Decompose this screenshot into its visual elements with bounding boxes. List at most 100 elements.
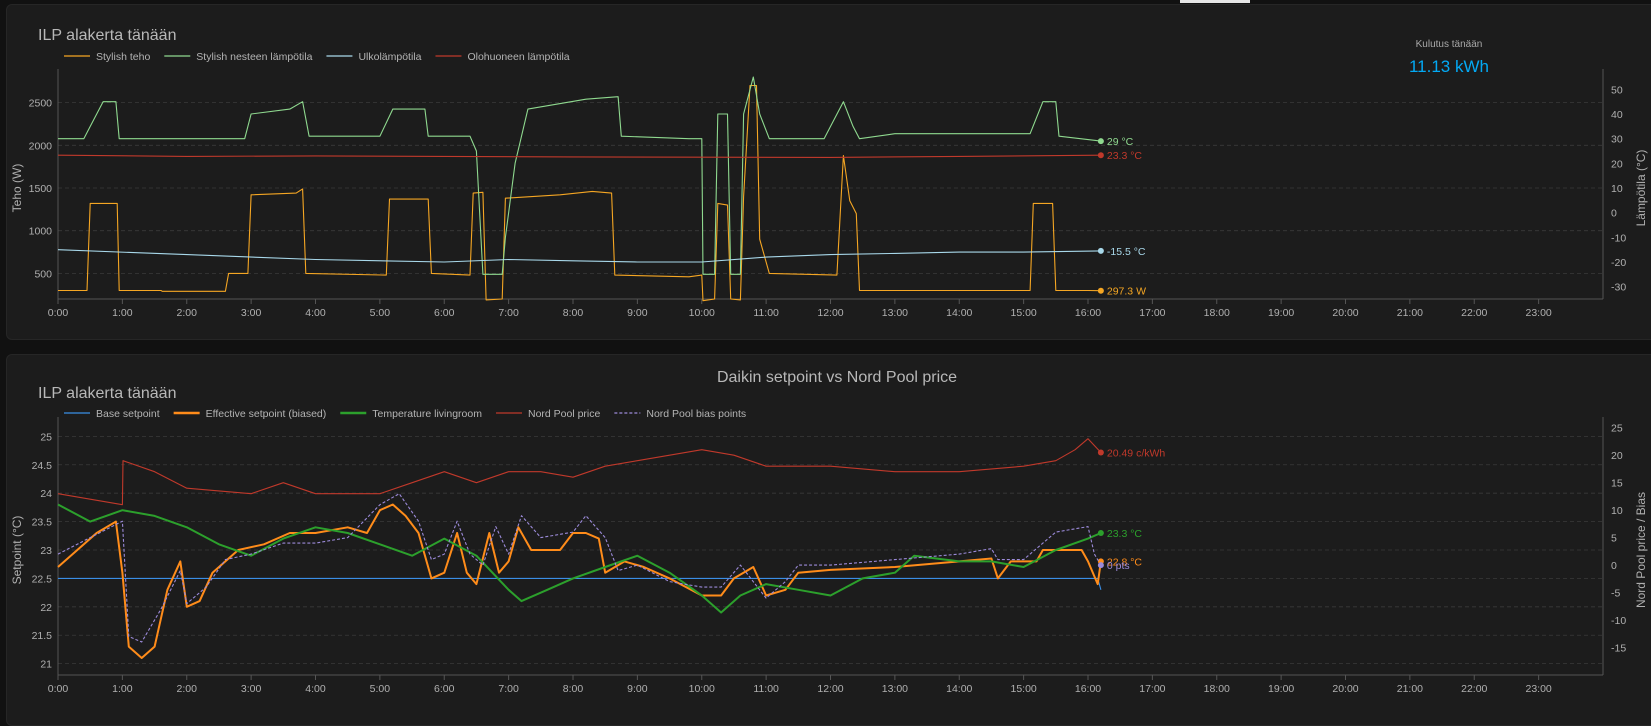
chart-card-power: Kulutus tänään 11.13 kWh ILP alakerta tä… [6, 4, 1651, 340]
x-tick-label: 22:00 [1461, 307, 1487, 319]
y2-axis-title: Nord Pool price / Bias [1634, 492, 1648, 608]
legend-label: Temperature livingroom [372, 408, 482, 420]
y-tick-label: 2000 [29, 140, 53, 152]
x-tick-label: 15:00 [1010, 683, 1036, 695]
x-tick-label: 16:00 [1075, 683, 1101, 695]
x-tick-label: 1:00 [112, 307, 133, 319]
x-tick-label: 23:00 [1525, 683, 1551, 695]
x-tick-label: 10:00 [689, 683, 715, 695]
x-tick-label: 14:00 [946, 683, 972, 695]
x-tick-label: 22:00 [1461, 683, 1487, 695]
x-tick-label: 4:00 [305, 683, 326, 695]
x-tick-label: 6:00 [434, 683, 455, 695]
x-tick-label: 1:00 [112, 683, 133, 695]
series-line-base-setpoint [58, 577, 1102, 590]
x-tick-label: 15:00 [1010, 307, 1036, 319]
kpi-label: Kulutus tänään [1415, 39, 1483, 50]
legend-label: Base setpoint [96, 408, 160, 420]
series-end-label-effective-setpoint-biased: 22.8 °C [1107, 556, 1143, 568]
y2-tick-label: 25 [1611, 423, 1623, 435]
x-tick-label: 5:00 [370, 307, 391, 319]
legend-item-temperature-livingroom: Temperature livingroom [340, 408, 482, 420]
x-tick-label: 10:00 [689, 307, 715, 319]
x-tick-label: 17:00 [1139, 307, 1165, 319]
y2-tick-label: 15 [1611, 478, 1623, 490]
series-line-stylish-teho [58, 84, 1101, 302]
x-tick-label: 17:00 [1139, 683, 1165, 695]
series-end-dot-nord-pool-bias-points [1097, 562, 1104, 569]
y-tick-label: 24.5 [32, 460, 53, 472]
chart-card-setpoint: Daikin setpoint vs Nord Pool price ILP a… [6, 354, 1651, 726]
x-tick-label: 0:00 [48, 683, 69, 695]
x-tick-label: 20:00 [1332, 307, 1358, 319]
x-tick-label: 13:00 [882, 683, 908, 695]
y2-tick-label: -10 [1611, 615, 1626, 627]
legend-label: Ulkolämpötila [358, 51, 421, 63]
legend-item-effective-setpoint-biased: Effective setpoint (biased) [173, 408, 327, 420]
x-tick-label: 8:00 [563, 683, 584, 695]
x-tick-label: 16:00 [1075, 307, 1101, 319]
legend-item-olohuoneen-l-mp-tila: Olohuoneen lämpötila [435, 51, 570, 63]
y2-tick-label: 5 [1611, 533, 1617, 545]
x-tick-label: 9:00 [627, 307, 648, 319]
card-header: Daikin setpoint vs Nord Pool price [716, 369, 958, 386]
series-end-label-ulkol-mp-tila: -15.5 °C [1107, 246, 1146, 258]
legend-label: Stylish nesteen lämpötila [196, 51, 312, 63]
y-tick-label: 22 [40, 602, 52, 614]
setpoint-price-chart: ILP alakerta tänään Base setpoint Effectiv… [10, 385, 1648, 695]
x-tick-label: 23:00 [1525, 307, 1551, 319]
x-tick-label: 14:00 [946, 307, 972, 319]
legend-item-ulkol-mp-tila: Ulkolämpötila [326, 51, 422, 63]
y2-tick-label: -30 [1611, 282, 1626, 294]
y-tick-label: 1000 [29, 226, 53, 238]
series-end-label-temperature-livingroom: 23.3 °C [1107, 528, 1143, 540]
y-tick-label: 23.5 [32, 517, 53, 529]
series-end-label-nord-pool-price: 20.49 c/kWh [1107, 448, 1166, 460]
y2-tick-label: 30 [1611, 134, 1623, 146]
x-tick-label: 0:00 [48, 307, 69, 319]
chart-title: ILP alakerta tänään [38, 27, 176, 44]
x-tick-label: 19:00 [1268, 683, 1294, 695]
y2-tick-label: -15 [1611, 643, 1626, 655]
x-tick-label: 5:00 [370, 683, 391, 695]
y-tick-label: 21.5 [32, 630, 53, 642]
y-tick-label: 24 [40, 488, 52, 500]
series-end-label-stylish-teho: 297.3 W [1107, 286, 1146, 298]
series-line-olohuoneen-l-mp-tila [57, 154, 1101, 158]
y2-tick-label: -20 [1611, 257, 1626, 269]
x-tick-label: 21:00 [1397, 307, 1423, 319]
x-tick-label: 13:00 [882, 307, 908, 319]
series-line-temperature-livingroom [57, 503, 1102, 614]
kpi-value: 11.13 kWh [1408, 57, 1489, 76]
y2-tick-label: 40 [1611, 109, 1623, 121]
series-line-ulkol-mp-tila [57, 249, 1101, 263]
x-tick-label: 2:00 [177, 307, 198, 319]
x-tick-label: 3:00 [241, 307, 262, 319]
y2-tick-label: 10 [1611, 505, 1623, 517]
x-tick-label: 12:00 [817, 683, 843, 695]
y2-axis-title: Lämpötila (°C) [1634, 150, 1648, 227]
legend-item-base-setpoint: Base setpoint [64, 408, 160, 420]
x-tick-label: 6:00 [434, 307, 455, 319]
y-tick-label: 500 [34, 268, 52, 280]
series-end-dot-stylish-nesteen-l-mp-tila [1097, 138, 1104, 145]
x-tick-label: 18:00 [1204, 683, 1230, 695]
x-tick-label: 21:00 [1397, 683, 1423, 695]
x-tick-label: 12:00 [817, 307, 843, 319]
legend-label: Effective setpoint (biased) [206, 408, 327, 420]
y-tick-label: 25 [40, 431, 52, 443]
x-tick-label: 18:00 [1204, 307, 1230, 319]
y2-tick-label: 20 [1611, 158, 1623, 170]
y2-tick-label: 50 [1611, 84, 1623, 96]
x-tick-label: 4:00 [305, 307, 326, 319]
y2-tick-label: -5 [1611, 588, 1620, 600]
series-end-label-nord-pool-bias-points: 0 pts [1107, 560, 1130, 572]
series-end-dot-nord-pool-price [1097, 449, 1104, 456]
x-tick-label: 2:00 [177, 683, 198, 695]
y-axis-title: Teho (W) [10, 164, 24, 213]
series-end-dot-olohuoneen-l-mp-tila [1097, 152, 1104, 159]
active-tab-indicator[interactable] [1180, 0, 1250, 3]
x-tick-label: 7:00 [498, 683, 519, 695]
legend-item-stylish-teho: Stylish teho [64, 51, 150, 63]
x-tick-label: 7:00 [498, 307, 519, 319]
